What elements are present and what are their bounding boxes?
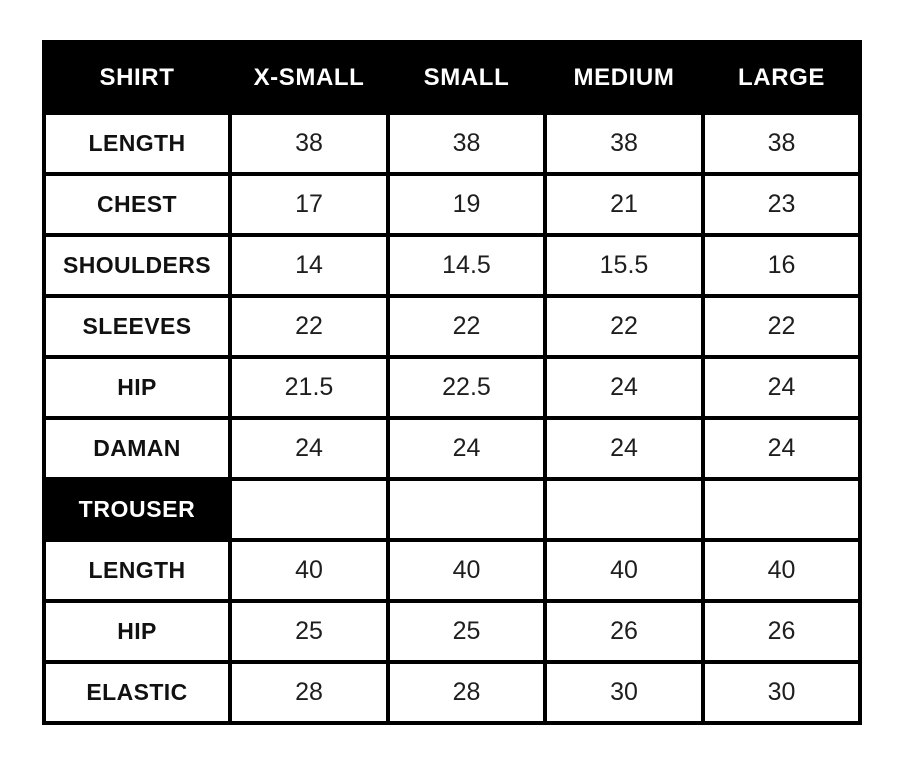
table-header: SHIRT X-SMALL SMALL MEDIUM LARGE: [42, 40, 862, 115]
size-chart-table: SHIRT X-SMALL SMALL MEDIUM LARGE LENGTH 38 38 3…: [42, 40, 862, 725]
table-row-chest: CHEST 17 19 21 23: [42, 172, 862, 237]
value-cell: 22: [543, 294, 705, 359]
value-cell: 40: [386, 538, 547, 603]
value-cell: 30: [543, 660, 705, 725]
value-cell: 21: [543, 172, 705, 237]
value-cell: 38: [701, 111, 862, 176]
value-cell: 24: [701, 416, 862, 481]
value-cell: 21.5: [228, 355, 390, 420]
value-cell: [543, 477, 705, 542]
value-cell: 38: [543, 111, 705, 176]
row-label: TROUSER: [42, 477, 232, 542]
value-cell: 25: [386, 599, 547, 664]
value-cell: 23: [701, 172, 862, 237]
value-cell: 40: [543, 538, 705, 603]
value-cell: 14: [228, 233, 390, 298]
value-cell: 26: [701, 599, 862, 664]
value-cell: 25: [228, 599, 390, 664]
value-cell: 14.5: [386, 233, 547, 298]
value-cell: 15.5: [543, 233, 705, 298]
row-label: LENGTH: [42, 111, 232, 176]
header-row: SHIRT X-SMALL SMALL MEDIUM LARGE: [42, 40, 862, 115]
value-cell: 22: [701, 294, 862, 359]
value-cell: 24: [543, 416, 705, 481]
row-label: DAMAN: [42, 416, 232, 481]
value-cell: 16: [701, 233, 862, 298]
value-cell: [386, 477, 547, 542]
value-cell: 24: [386, 416, 547, 481]
value-cell: [701, 477, 862, 542]
header-cell-large: LARGE: [701, 40, 862, 115]
table-row-daman: DAMAN 24 24 24 24: [42, 416, 862, 481]
table-row-shoulders: SHOULDERS 14 14.5 15.5 16: [42, 233, 862, 298]
value-cell: [228, 477, 390, 542]
row-label: CHEST: [42, 172, 232, 237]
value-cell: 26: [543, 599, 705, 664]
table-row-hip: HIP 21.5 22.5 24 24: [42, 355, 862, 420]
row-label: HIP: [42, 599, 232, 664]
value-cell: 38: [228, 111, 390, 176]
value-cell: 30: [701, 660, 862, 725]
value-cell: 28: [386, 660, 547, 725]
table-row-length: LENGTH 38 38 38 38: [42, 111, 862, 176]
table-row-length: LENGTH 40 40 40 40: [42, 538, 862, 603]
table-body: LENGTH 38 38 38 38 CHEST 17 19 21 23 SHOULDERS 14 14…: [42, 111, 862, 725]
value-cell: 22: [386, 294, 547, 359]
header-cell-small: SMALL: [386, 40, 547, 115]
header-cell-medium: MEDIUM: [543, 40, 705, 115]
row-label: SLEEVES: [42, 294, 232, 359]
table-row-elastic: ELASTIC 28 28 30 30: [42, 660, 862, 725]
row-label: SHOULDERS: [42, 233, 232, 298]
section-row-trouser: TROUSER: [42, 477, 862, 542]
value-cell: 22: [228, 294, 390, 359]
value-cell: 40: [228, 538, 390, 603]
header-cell-x-small: X-SMALL: [228, 40, 390, 115]
value-cell: 17: [228, 172, 390, 237]
value-cell: 24: [228, 416, 390, 481]
row-label: ELASTIC: [42, 660, 232, 725]
value-cell: 19: [386, 172, 547, 237]
table-row-hip: HIP 25 25 26 26: [42, 599, 862, 664]
value-cell: 40: [701, 538, 862, 603]
row-label: HIP: [42, 355, 232, 420]
value-cell: 24: [701, 355, 862, 420]
value-cell: 28: [228, 660, 390, 725]
value-cell: 24: [543, 355, 705, 420]
table-row-sleeves: SLEEVES 22 22 22 22: [42, 294, 862, 359]
value-cell: 22.5: [386, 355, 547, 420]
header-cell-shirt: SHIRT: [42, 40, 232, 115]
value-cell: 38: [386, 111, 547, 176]
row-label: LENGTH: [42, 538, 232, 603]
